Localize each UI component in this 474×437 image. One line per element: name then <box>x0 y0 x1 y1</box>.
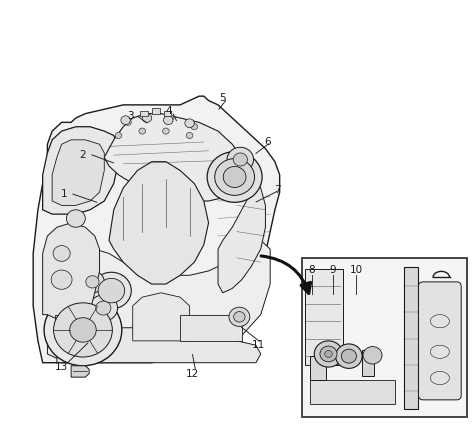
Text: 1: 1 <box>61 190 67 199</box>
Text: 9: 9 <box>329 265 336 275</box>
Circle shape <box>164 116 173 125</box>
Text: 11: 11 <box>252 340 265 350</box>
Text: 3: 3 <box>127 111 134 121</box>
Text: 8: 8 <box>309 265 315 275</box>
Circle shape <box>234 312 245 322</box>
Text: 4: 4 <box>165 107 172 116</box>
Circle shape <box>233 153 247 166</box>
Circle shape <box>191 124 198 130</box>
Circle shape <box>96 301 111 315</box>
Circle shape <box>53 246 70 261</box>
Circle shape <box>121 116 130 125</box>
Bar <box>305 269 343 365</box>
Circle shape <box>363 347 382 364</box>
Bar <box>302 258 467 417</box>
Polygon shape <box>133 293 190 341</box>
Polygon shape <box>33 96 280 363</box>
Circle shape <box>125 119 131 125</box>
Circle shape <box>185 119 194 128</box>
Circle shape <box>115 132 122 139</box>
Circle shape <box>223 166 246 187</box>
Text: 12: 12 <box>185 369 199 378</box>
Circle shape <box>81 271 104 293</box>
Circle shape <box>66 210 85 227</box>
Bar <box>152 108 160 114</box>
Circle shape <box>98 278 125 303</box>
Bar <box>164 111 171 116</box>
Bar <box>404 267 418 409</box>
Circle shape <box>215 159 255 195</box>
Circle shape <box>314 341 343 367</box>
Polygon shape <box>47 240 270 358</box>
Polygon shape <box>109 162 209 284</box>
Circle shape <box>320 346 337 362</box>
Polygon shape <box>43 223 100 323</box>
Circle shape <box>44 294 122 366</box>
Bar <box>362 350 374 376</box>
Bar <box>310 380 395 404</box>
Circle shape <box>91 272 131 309</box>
Circle shape <box>227 147 254 172</box>
Circle shape <box>54 303 112 357</box>
Text: 10: 10 <box>350 265 363 275</box>
Bar <box>140 111 148 116</box>
Text: 5: 5 <box>219 94 226 103</box>
Bar <box>310 356 326 380</box>
Circle shape <box>70 318 96 342</box>
Polygon shape <box>71 366 89 377</box>
Circle shape <box>167 115 174 121</box>
Circle shape <box>144 115 150 121</box>
Circle shape <box>207 152 262 202</box>
Circle shape <box>139 128 146 134</box>
Circle shape <box>336 344 362 368</box>
Circle shape <box>163 128 169 134</box>
Bar <box>55 315 73 339</box>
Circle shape <box>86 276 99 288</box>
Polygon shape <box>43 127 118 214</box>
FancyBboxPatch shape <box>419 282 461 400</box>
Circle shape <box>51 270 72 289</box>
Circle shape <box>229 307 250 326</box>
Text: 2: 2 <box>80 150 86 160</box>
Polygon shape <box>57 328 261 363</box>
Circle shape <box>325 350 332 357</box>
Polygon shape <box>218 179 265 293</box>
Circle shape <box>89 295 118 321</box>
Circle shape <box>186 132 193 139</box>
Circle shape <box>341 349 356 363</box>
Text: 6: 6 <box>264 137 271 147</box>
Text: 7: 7 <box>274 185 281 195</box>
Polygon shape <box>104 114 246 201</box>
Text: 13: 13 <box>55 362 68 372</box>
Polygon shape <box>52 140 104 205</box>
Bar <box>180 315 242 341</box>
Circle shape <box>142 114 152 122</box>
